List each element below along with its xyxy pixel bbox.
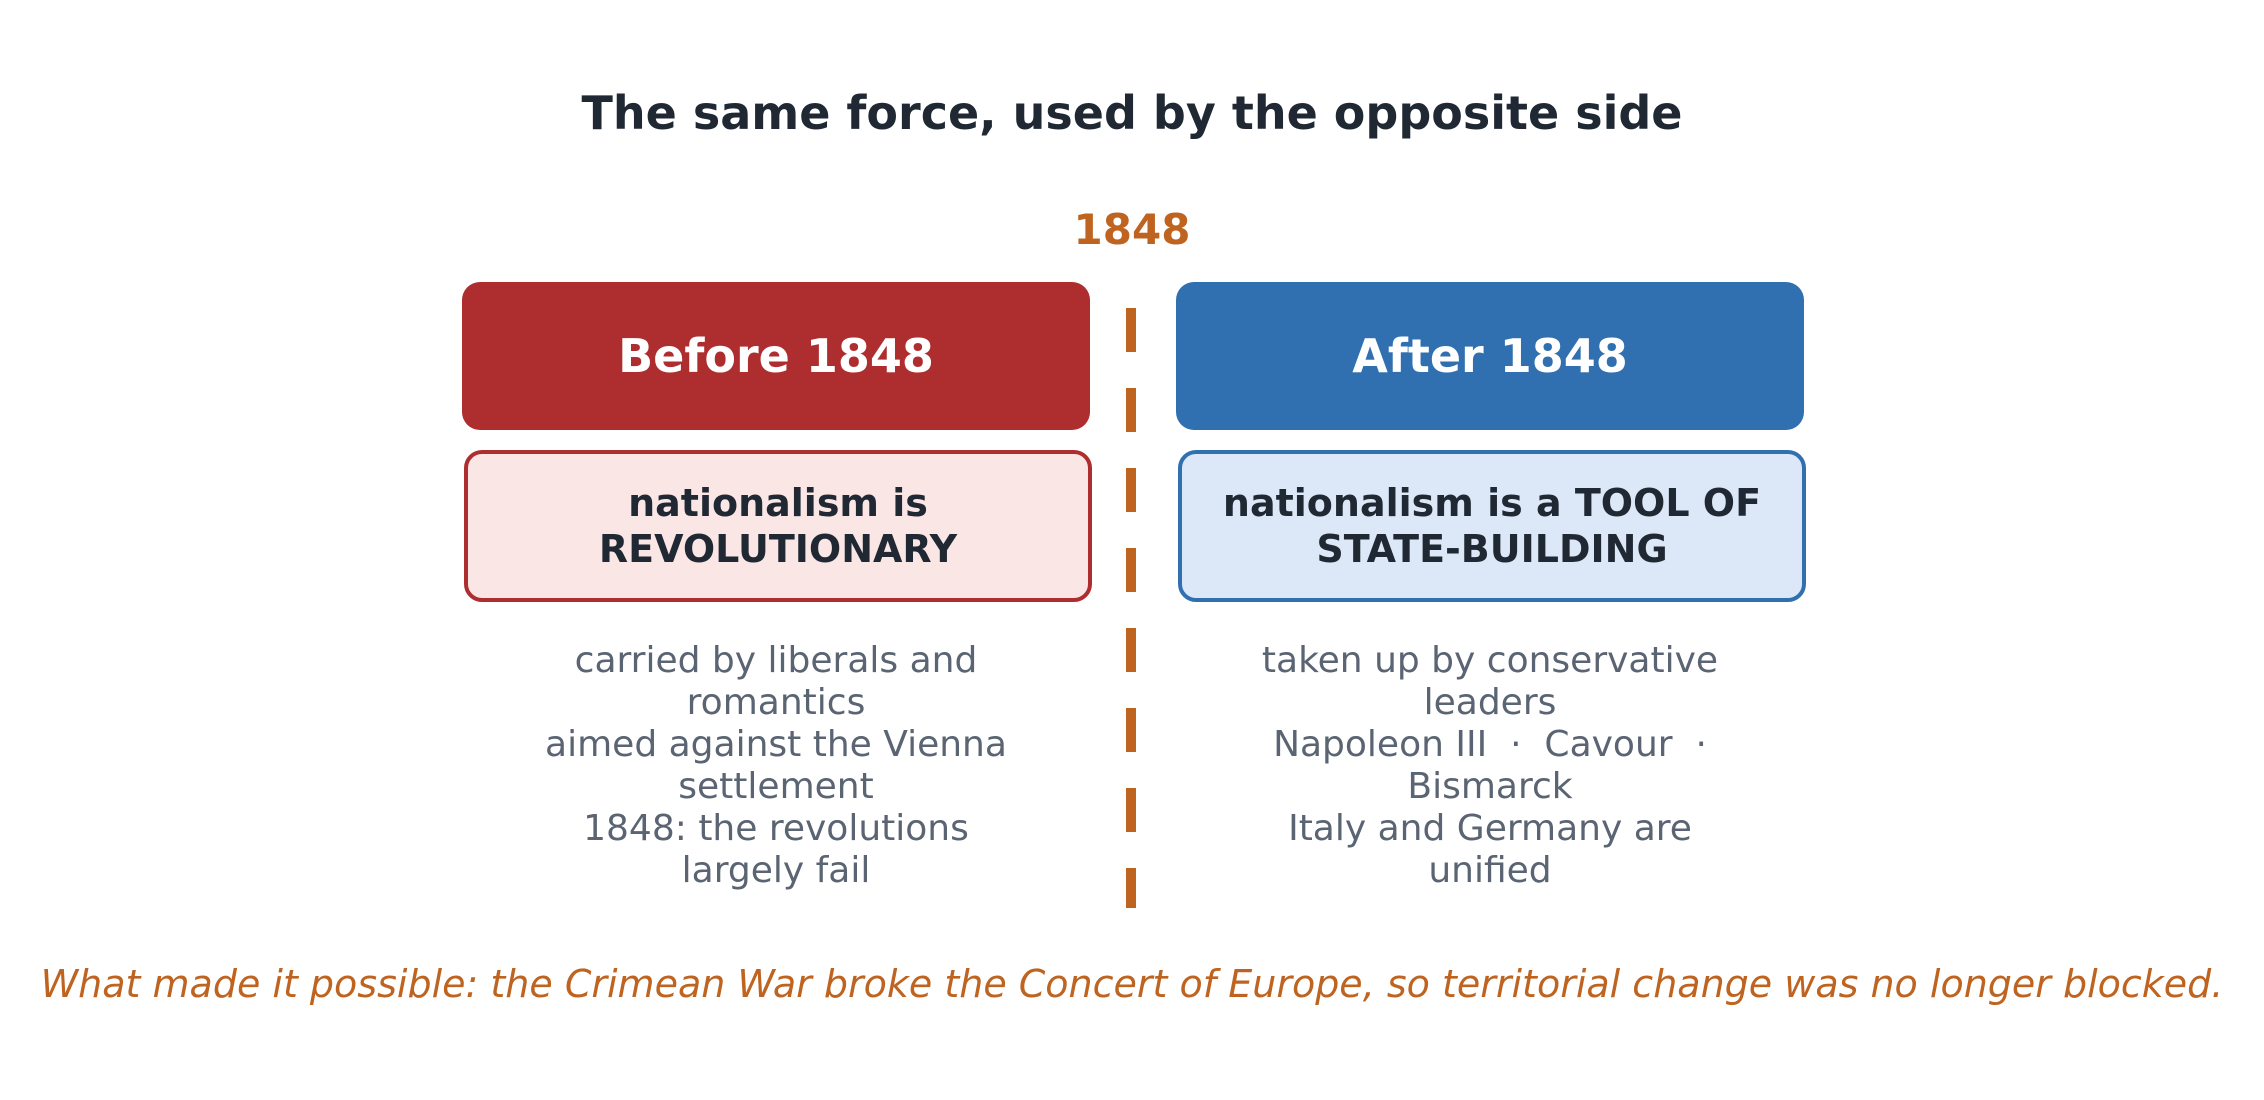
after-note: taken up by conservative leaders bbox=[1261, 640, 1719, 723]
before-header-label: Before 1848 bbox=[618, 329, 934, 383]
before-claim-text: nationalism is REVOLUTIONARY bbox=[598, 481, 958, 571]
before-notes: carried by liberals and romantics aimed … bbox=[462, 640, 1090, 892]
after-header: After 1848 bbox=[1176, 282, 1804, 430]
footer-caption: What made it possible: the Crimean War b… bbox=[40, 962, 2224, 1006]
before-claim-box: nationalism is REVOLUTIONARY bbox=[464, 450, 1092, 602]
after-note: Italy and Germany are unified bbox=[1288, 808, 1692, 891]
diagram-title: The same force, used by the opposite sid… bbox=[581, 86, 1683, 140]
before-note: 1848: the revolutions largely fail bbox=[583, 808, 969, 891]
before-header: Before 1848 bbox=[462, 282, 1090, 430]
pivot-year-label: 1848 bbox=[1073, 205, 1191, 254]
after-claim-text: nationalism is a TOOL OF STATE-BUILDING bbox=[1222, 481, 1762, 571]
after-notes: taken up by conservative leaders Napoleo… bbox=[1176, 640, 1804, 892]
after-claim-box: nationalism is a TOOL OF STATE-BUILDING bbox=[1178, 450, 1806, 602]
before-note: carried by liberals and romantics bbox=[574, 640, 978, 723]
after-header-label: After 1848 bbox=[1352, 329, 1628, 383]
after-note: Napoleon III · Cavour · Bismarck bbox=[1273, 724, 1730, 807]
pivot-divider-line bbox=[1126, 308, 1136, 908]
before-note: aimed against the Vienna settlement bbox=[545, 724, 1007, 807]
